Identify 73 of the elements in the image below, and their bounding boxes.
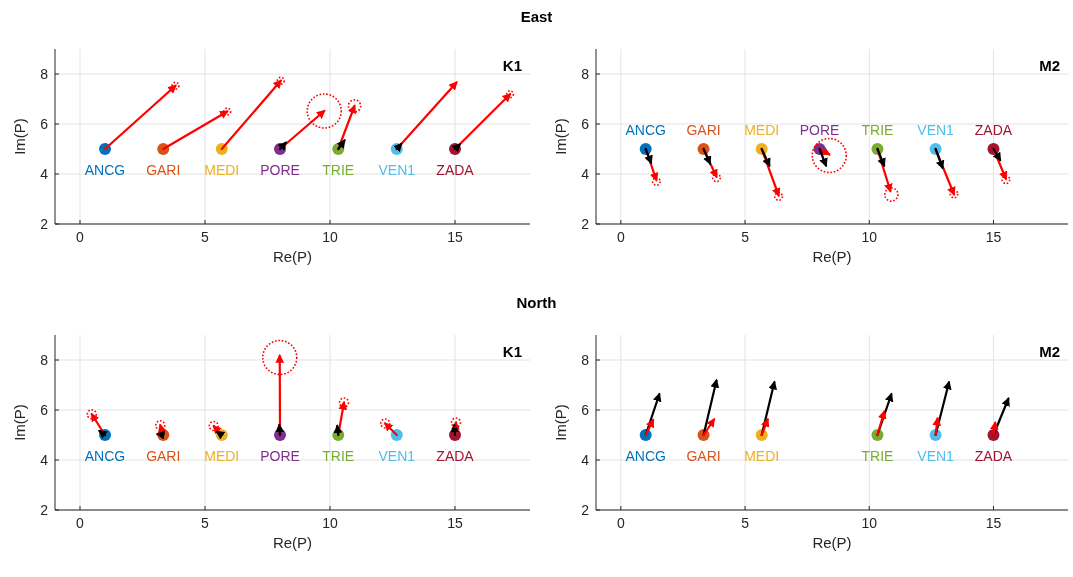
y-axis-title: Im(P) (11, 118, 28, 155)
y-tick-label: 8 (40, 66, 49, 82)
series-label: PORE (799, 122, 840, 138)
x-tick-label: 15 (447, 515, 463, 531)
x-axis-title: Re(P) (812, 534, 852, 551)
text: M2 (1039, 343, 1060, 360)
y-axis-title: Im(P) (552, 118, 569, 155)
y-tick-label: 8 (581, 66, 590, 82)
y-tick-label: 4 (40, 452, 49, 468)
y-tick-label: 4 (581, 166, 590, 182)
x-axis-title: Re(P) (812, 248, 852, 265)
y-axis-title: Im(P) (11, 404, 28, 441)
y-axis-title: Im(P) (552, 404, 569, 441)
y-tick-label: 8 (40, 352, 49, 368)
y-tick-label: 2 (40, 502, 49, 518)
y-tick-label: 4 (40, 166, 49, 182)
series-label: MEDI (204, 448, 240, 464)
text: K1 (502, 343, 522, 360)
series-label: ANCG (84, 448, 126, 464)
x-tick-label: 15 (447, 229, 463, 245)
chart-title: North (516, 294, 557, 311)
series-label: ANCG (625, 122, 666, 138)
series-label: TRIE (322, 162, 355, 178)
series-label: VEN1 (378, 162, 416, 178)
series-label: PORE (260, 448, 300, 464)
x-tick-label: 0 (76, 229, 85, 245)
x-tick-label: 0 (76, 515, 85, 531)
x-tick-label: 5 (201, 229, 210, 245)
x-tick-label: 5 (741, 229, 750, 245)
series-label: PORE (260, 162, 300, 178)
y-tick-label: 2 (40, 216, 49, 232)
series-label: MEDI (744, 122, 780, 138)
y-tick-label: 6 (581, 116, 590, 132)
series-label: GARI (146, 448, 181, 464)
y-tick-label: 6 (40, 402, 49, 418)
series-label: ZADA (436, 162, 475, 178)
x-tick-label: 15 (985, 515, 1002, 531)
y-tick-label: 2 (581, 216, 590, 232)
series-label: GARI (146, 162, 181, 178)
series-label: VEN1 (917, 122, 955, 138)
series-label: ZADA (436, 448, 475, 464)
series-label: TRIE (322, 448, 355, 464)
series-label: GARI (686, 448, 721, 464)
x-tick-label: 15 (985, 229, 1002, 245)
chart-title: East (520, 8, 553, 25)
x-axis-title: Re(P) (272, 248, 313, 265)
series-label: ZADA (974, 448, 1013, 464)
series-label: TRIE (861, 122, 894, 138)
series-label: VEN1 (917, 448, 955, 464)
y-tick-label: 8 (581, 352, 590, 368)
x-tick-label: 0 (616, 229, 625, 245)
x-tick-label: 10 (322, 515, 338, 531)
x-tick-label: 5 (741, 515, 750, 531)
series-label: MEDI (744, 448, 780, 464)
x-axis-title: Re(P) (272, 534, 313, 551)
x-tick-label: 5 (201, 515, 210, 531)
y-tick-label: 2 (581, 502, 590, 518)
x-tick-label: 0 (616, 515, 625, 531)
y-tick-label: 4 (581, 452, 590, 468)
y-tick-label: 6 (40, 116, 49, 132)
series-label: TRIE (861, 448, 894, 464)
x-tick-label: 10 (322, 229, 338, 245)
series-label: ZADA (974, 122, 1013, 138)
x-tick-label: 10 (861, 229, 878, 245)
series-label: MEDI (204, 162, 240, 178)
series-label: GARI (686, 122, 721, 138)
text: M2 (1039, 57, 1060, 74)
text: K1 (502, 57, 522, 74)
series-label: ANCG (84, 162, 126, 178)
series-label: VEN1 (378, 448, 416, 464)
series-label: ANCG (625, 448, 666, 464)
y-tick-label: 6 (581, 402, 590, 418)
x-tick-label: 10 (861, 515, 878, 531)
